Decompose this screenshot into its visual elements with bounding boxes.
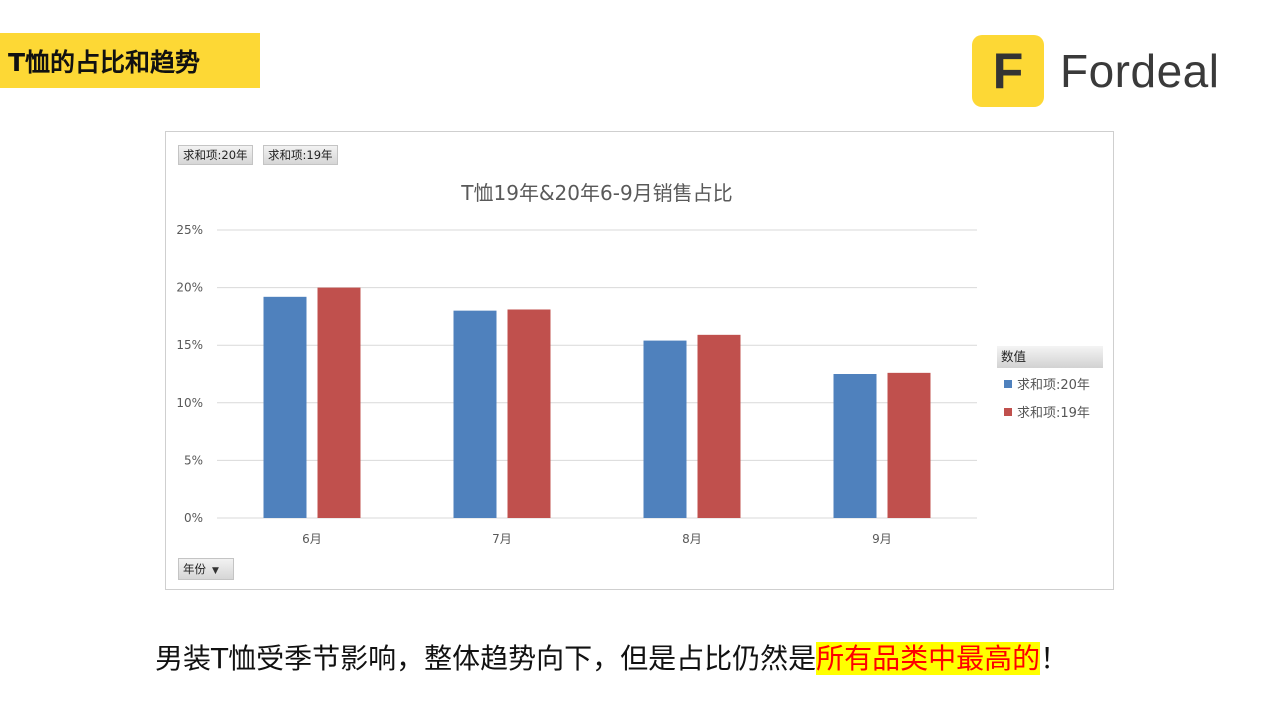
year-filter-label: 年份 <box>183 562 206 576</box>
bar <box>887 372 931 518</box>
y-tick-label: 0% <box>184 511 203 525</box>
caption-highlight: 所有品类中最高的 <box>816 642 1041 675</box>
bar <box>507 309 551 518</box>
bar <box>263 296 307 518</box>
legend-label-19: 求和项:19年 <box>1017 406 1090 421</box>
legend-item-20: 求和项:20年 <box>1004 374 1090 393</box>
field-button-20[interactable]: 求和项:20年 <box>178 145 253 165</box>
bar <box>453 310 497 518</box>
chart-plot: T恤19年&20年6-9月销售占比 0% 5% 10% 15% 20% 25% 6月 7月 8月 9… <box>176 181 977 546</box>
x-tick-label: 6月 <box>302 532 322 546</box>
field-button-19[interactable]: 求和项:19年 <box>263 145 338 165</box>
y-tick-label: 25% <box>176 223 203 237</box>
bar <box>833 374 877 518</box>
caption-prefix: 男装T恤受季节影响，整体趋势向下，但是占比仍然是 <box>155 642 817 675</box>
pivot-chart: 求和项:20年 求和项:19年 T恤19年&20年6-9月销售占比 0% 5% 10%… <box>165 131 1114 590</box>
legend-swatch-19 <box>1004 407 1012 416</box>
y-tick-label: 20% <box>176 281 203 295</box>
x-tick-label: 8月 <box>682 532 702 546</box>
y-tick-label: 15% <box>176 338 203 352</box>
x-tick-label: 9月 <box>872 532 892 546</box>
legend-label-20: 求和项:20年 <box>1017 378 1090 393</box>
slide-title: T恤的占比和趋势 <box>0 33 260 88</box>
slide-caption: 男装T恤受季节影响，整体趋势向下，但是占比仍然是所有品类中最高的！ <box>155 637 1068 677</box>
x-tick-label: 7月 <box>492 532 512 546</box>
y-tick-label: 5% <box>184 453 203 467</box>
fordeal-logo: F Fordeal <box>972 35 1219 107</box>
caption-suffix: ！ <box>1040 642 1069 675</box>
bar <box>643 340 687 518</box>
year-filter-button[interactable]: 年份 ▼ <box>178 558 234 580</box>
bar <box>317 287 361 518</box>
logo-wordmark: Fordeal <box>1060 45 1220 97</box>
dropdown-arrow-icon: ▼ <box>212 566 219 576</box>
y-tick-label: 10% <box>176 396 203 410</box>
legend-item-19: 求和项:19年 <box>1004 402 1090 421</box>
legend-swatch-20 <box>1004 379 1012 388</box>
chart-title: T恤19年&20年6-9月销售占比 <box>460 181 732 205</box>
legend-header[interactable]: 数值 <box>997 346 1103 368</box>
bar <box>697 334 741 518</box>
logo-mark-icon: F <box>972 35 1044 107</box>
